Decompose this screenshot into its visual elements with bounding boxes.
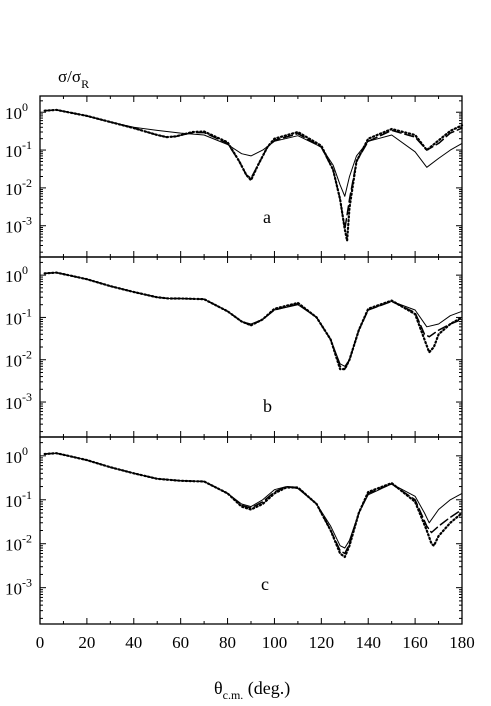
y-axis-title: σ/σR [58, 67, 89, 91]
panel-c: 100 10-1 10-2 10-3 c [5, 436, 464, 625]
panel-label: c [261, 574, 269, 594]
x-axis-title-main: θ [214, 678, 223, 698]
x-tick-label: 0 [36, 633, 45, 652]
x-axis-title-rest: (deg.) [243, 678, 290, 699]
series-solid-line [44, 272, 463, 367]
panel-b: 100 10-1 10-2 10-3 b [5, 256, 464, 438]
y-tick-label: 10-3 [5, 576, 32, 599]
series-dotted-line [43, 108, 464, 242]
x-axis-title-sub: c.m. [223, 688, 244, 702]
series-dashed-line [43, 452, 463, 555]
panel-a: 100 10-1 10-2 10-3 a [5, 95, 464, 258]
y-tick-label: 10-3 [5, 214, 32, 237]
x-tick-label: 80 [219, 633, 236, 652]
x-tick-label: 180 [449, 633, 475, 652]
series-dashed-line [43, 109, 463, 231]
y-tick-label: 10-1 [5, 138, 32, 161]
y-tick-label: 100 [5, 100, 28, 123]
x-tick-labels: 0 20 40 60 80 100 120 140 160 180 [36, 633, 475, 652]
y-tick-label: 10-3 [5, 390, 32, 413]
series-dotted-line [43, 452, 464, 559]
x-tick-label: 60 [172, 633, 189, 652]
x-axis-title: θc.m. (deg.) [214, 678, 290, 702]
x-tick-label: 120 [309, 633, 335, 652]
y-tick-label: 10-2 [5, 348, 32, 371]
series-solid-line [44, 109, 463, 197]
x-tick-label: 20 [78, 633, 95, 652]
x-tick-label: 40 [125, 633, 142, 652]
y-tick-label: 10-2 [5, 532, 32, 555]
x-tick-label: 100 [262, 633, 288, 652]
panel-label: b [263, 396, 272, 416]
y-tick-label: 100 [5, 263, 28, 286]
series-dashed-line [43, 271, 463, 370]
x-tick-label: 160 [402, 633, 428, 652]
series-dotted-line [43, 271, 464, 371]
x-tick-label: 140 [355, 633, 381, 652]
y-axis-title-sub: R [81, 77, 89, 91]
y-tick-label: 10-1 [5, 488, 32, 511]
y-tick-label: 10-1 [5, 305, 32, 328]
panel-label: a [263, 207, 271, 227]
y-tick-label: 100 [5, 444, 28, 467]
y-tick-label: 10-2 [5, 176, 32, 199]
y-axis-title-main: σ/σ [58, 67, 81, 86]
